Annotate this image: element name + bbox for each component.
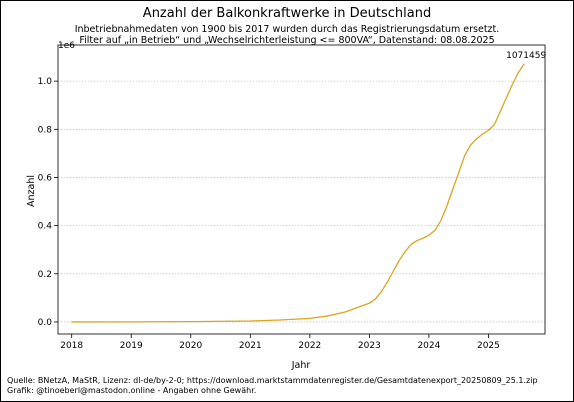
- y-tick-label: 0.4: [38, 222, 53, 232]
- x-tick-label: 2022: [298, 341, 321, 351]
- subtitle-line-1: Inbetriebnahmedaten von 1900 bis 2017 wu…: [74, 24, 500, 35]
- y-scale-label: 1e6: [58, 41, 75, 51]
- chart-title: Anzahl der Balkonkraftwerke in Deutschla…: [142, 6, 432, 21]
- chart-subtitle: Inbetriebnahmedaten von 1900 bis 2017 wu…: [1, 24, 573, 46]
- plot-frame: [57, 44, 546, 335]
- x-axis-label: Jahr: [291, 360, 311, 371]
- x-tick-label: 2024: [417, 341, 440, 351]
- footer-credit: Grafik: @tinoeberl@mastodon.online - Ang…: [7, 385, 257, 395]
- y-tick-label: 0.2: [38, 270, 52, 280]
- y-axis-label: Anzahl: [26, 175, 37, 207]
- x-tick-label: 2025: [477, 341, 500, 351]
- series-layer: [71, 63, 525, 323]
- x-tick-label: 2023: [358, 341, 381, 351]
- x-tick-label: 2020: [179, 341, 202, 351]
- y-tick-label: 0.0: [38, 318, 53, 328]
- x-tick-label: 2019: [120, 341, 143, 351]
- y-tick-label: 0.6: [38, 173, 53, 183]
- grid-layer: [58, 80, 545, 323]
- data-label-last-value: 1071459: [506, 51, 546, 61]
- chart-footer: Quelle: BNetzA, MaStR, Lizenz: dl-de/by-…: [7, 376, 538, 395]
- subtitle-line-2: Filter auf „in Betrieb“ und „Wechselrich…: [79, 35, 495, 46]
- x-tick-label: 2021: [239, 341, 262, 351]
- series-line: [71, 63, 525, 323]
- axes-layer: [54, 44, 546, 338]
- y-tick-label: 0.8: [38, 125, 53, 135]
- x-tick-label: 2018: [60, 341, 83, 351]
- footer-source: Quelle: BNetzA, MaStR, Lizenz: dl-de/by-…: [7, 376, 538, 385]
- y-tick-label: 1.0: [38, 77, 53, 87]
- text-layer: 1e6 Jahr Anzahl 0.0 0.2 0.4 0.6 0.8 1.0 2018 20…: [26, 41, 546, 371]
